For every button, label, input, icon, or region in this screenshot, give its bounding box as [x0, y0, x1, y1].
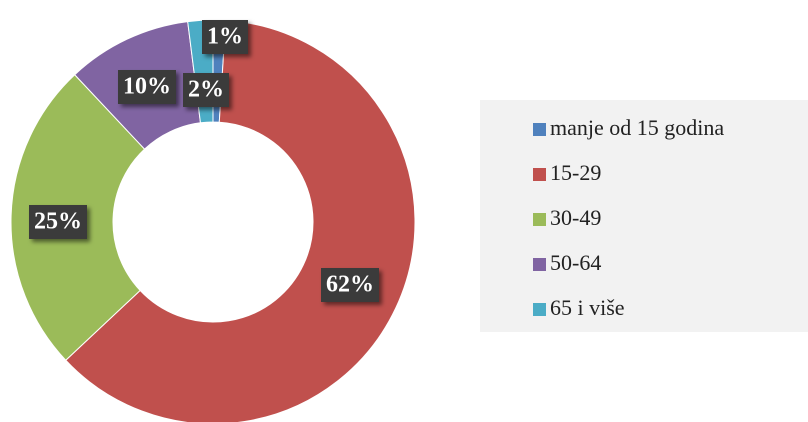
legend-label: 65 i više [550, 295, 625, 320]
data-label-box [202, 20, 248, 54]
legend-swatch [533, 303, 546, 316]
legend: manje od 15 godina 15-29 30-49 50-64 65 i vi… [533, 115, 724, 320]
legend-swatch [533, 168, 546, 181]
data-label-box [183, 73, 229, 107]
data-label: 1% [207, 24, 243, 50]
data-label-box [118, 70, 176, 104]
legend-label: 30-49 [550, 205, 601, 230]
legend-swatch [533, 213, 546, 226]
data-label-box [29, 205, 87, 239]
legend-label: 50-64 [550, 250, 601, 275]
data-label: 62% [326, 272, 374, 298]
legend-swatch [533, 123, 546, 136]
legend-label: 15-29 [550, 160, 601, 185]
data-label: 2% [188, 77, 224, 103]
legend-swatch [533, 258, 546, 271]
data-label: 10% [123, 74, 171, 100]
data-label: 25% [34, 209, 82, 235]
data-label-box [321, 268, 379, 302]
legend-label: manje od 15 godina [550, 115, 724, 140]
slice [65, 19, 416, 422]
data-labels: 1% 62% 25% 10% 2% [29, 20, 379, 302]
